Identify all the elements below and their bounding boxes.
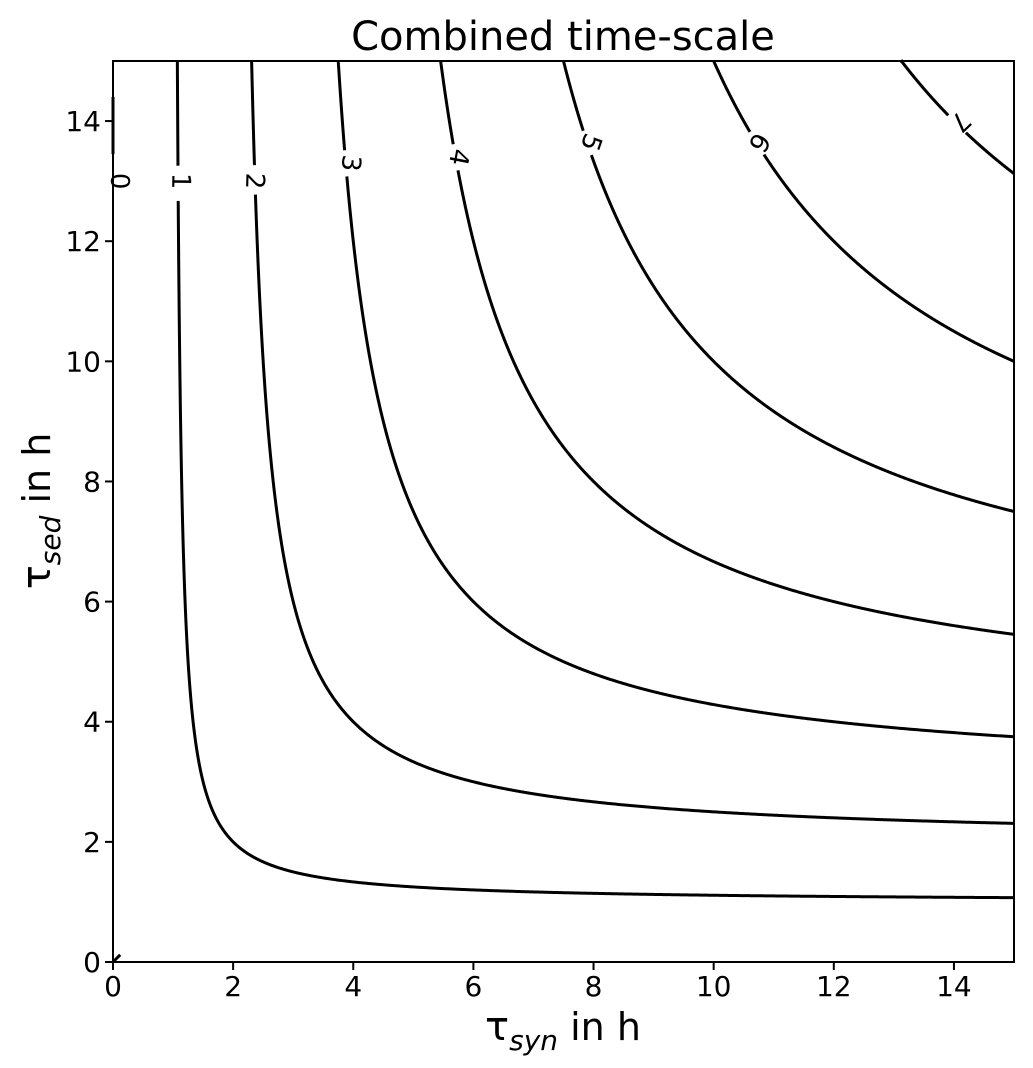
x-tick-label: 4 bbox=[344, 970, 362, 1003]
contour-label-3: 3 bbox=[335, 153, 366, 172]
x-tick-label: 14 bbox=[936, 970, 972, 1003]
y-axis-label: τsed in h bbox=[14, 433, 67, 590]
x-axis-label-subscript: syn bbox=[509, 1024, 558, 1057]
y-axis-label-suffix: in h bbox=[15, 433, 59, 516]
x-tick-label: 12 bbox=[816, 970, 852, 1003]
contour-label-7: 7 bbox=[944, 105, 977, 138]
y-axis-label-subscript: sed bbox=[34, 515, 67, 565]
y-tick-label: 2 bbox=[83, 826, 101, 859]
contour-line-5 bbox=[562, 59, 1015, 513]
contour-label-5: 5 bbox=[574, 129, 608, 154]
contour-line-4 bbox=[439, 60, 1015, 636]
contour-line-2 bbox=[250, 61, 1015, 825]
x-tick-label: 10 bbox=[696, 970, 732, 1003]
plot-frame bbox=[112, 60, 1015, 963]
x-tick-label: 2 bbox=[224, 970, 242, 1003]
y-tick-label: 4 bbox=[83, 706, 101, 739]
y-axis-label-symbol: τ bbox=[14, 565, 60, 589]
contour-line-6 bbox=[712, 59, 1015, 363]
chart-title: Combined time-scale bbox=[351, 14, 775, 60]
contour-label-0: 0 bbox=[104, 173, 134, 190]
contour-labels: 0 1 2 3 4 5 6 7 bbox=[104, 105, 976, 190]
x-tick-label: 8 bbox=[585, 970, 603, 1003]
y-tick-label: 0 bbox=[83, 946, 101, 979]
y-axis-ticks: 0 2 4 6 8 10 12 14 bbox=[65, 105, 113, 979]
x-tick-label: 6 bbox=[464, 970, 482, 1003]
x-axis-label: τsyn in h bbox=[485, 1004, 641, 1057]
contour-line-0 bbox=[111, 97, 122, 964]
contour-label-4: 4 bbox=[442, 146, 475, 168]
contour-lines bbox=[111, 59, 1015, 964]
contour-line-3 bbox=[336, 60, 1015, 739]
x-axis-ticks: 0 2 4 6 8 10 12 14 bbox=[104, 962, 972, 1003]
x-axis-label-symbol: τ bbox=[485, 1004, 509, 1050]
contour-line-1 bbox=[175, 61, 1015, 900]
y-tick-label: 12 bbox=[65, 225, 101, 258]
y-tick-label: 10 bbox=[65, 345, 101, 378]
x-tick-label: 0 bbox=[104, 970, 122, 1003]
y-tick-label: 8 bbox=[83, 465, 101, 498]
contour-label-2: 2 bbox=[239, 172, 270, 189]
contour-label-1: 1 bbox=[165, 173, 195, 190]
y-tick-label: 14 bbox=[65, 105, 101, 138]
y-tick-label: 6 bbox=[83, 586, 101, 619]
x-axis-label-suffix: in h bbox=[558, 1005, 641, 1049]
contour-line-7 bbox=[899, 59, 1015, 175]
contour-label-6: 6 bbox=[742, 127, 776, 157]
